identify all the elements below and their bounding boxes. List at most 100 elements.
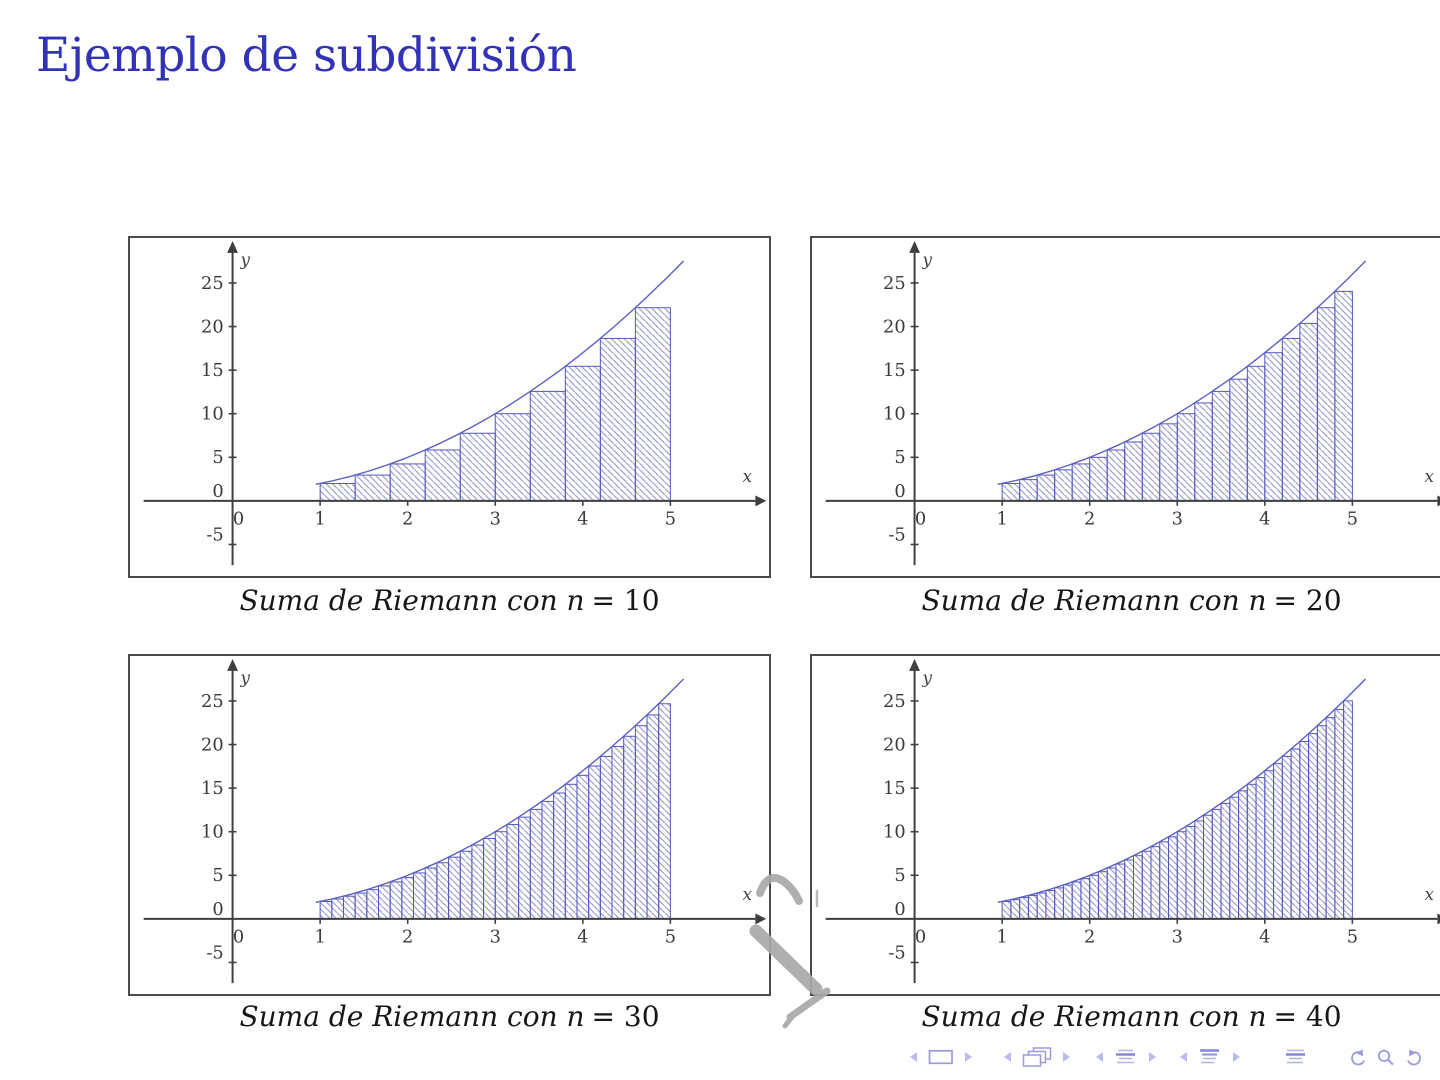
svg-text:5: 5 bbox=[894, 447, 905, 468]
svg-text:25: 25 bbox=[201, 273, 224, 294]
svg-text:10: 10 bbox=[883, 822, 906, 843]
svg-text:5: 5 bbox=[665, 927, 676, 948]
svg-text:x: x bbox=[743, 884, 753, 904]
svg-text:20: 20 bbox=[201, 734, 224, 755]
svg-text:0: 0 bbox=[212, 899, 223, 920]
svg-text:-5: -5 bbox=[206, 525, 223, 546]
svg-text:15: 15 bbox=[201, 778, 224, 799]
subsection-list-icon[interactable] bbox=[1114, 1048, 1138, 1066]
svg-text:0: 0 bbox=[212, 481, 223, 502]
svg-text:15: 15 bbox=[201, 360, 224, 381]
svg-text:3: 3 bbox=[1172, 509, 1183, 530]
caption-value: = 40 bbox=[1273, 1000, 1342, 1033]
svg-text:2: 2 bbox=[1084, 509, 1095, 530]
svg-text:1: 1 bbox=[314, 927, 325, 948]
riemann-plot-n20: -5 0 5 10 15 20 25 0 1 2 3 4 5 x y bbox=[810, 236, 1440, 578]
svg-text:20: 20 bbox=[201, 316, 224, 337]
caption-n40: Suma de Riemann con n = 40 bbox=[810, 1000, 1440, 1033]
riemann-plot-n30: -5 0 5 10 15 20 25 0 1 2 3 4 5 x y bbox=[128, 654, 771, 996]
svg-text:5: 5 bbox=[894, 865, 905, 886]
appendix-list-icon[interactable] bbox=[1284, 1048, 1308, 1066]
svg-text:25: 25 bbox=[201, 691, 224, 712]
caption-text: Suma de Riemann con n bbox=[921, 584, 1267, 617]
nav-subsection-group bbox=[1094, 1046, 1158, 1068]
svg-text:-5: -5 bbox=[888, 525, 905, 546]
riemann-chart-n40: -5 0 5 10 15 20 25 0 1 2 3 4 5 x y bbox=[825, 658, 1440, 984]
svg-text:20: 20 bbox=[883, 316, 906, 337]
svg-text:1: 1 bbox=[996, 927, 1007, 948]
caption-n10: Suma de Riemann con n = 10 bbox=[128, 584, 771, 617]
slide-next-icon[interactable] bbox=[964, 1050, 974, 1064]
history-forward-icon[interactable] bbox=[1404, 1048, 1426, 1066]
svg-text:5: 5 bbox=[212, 447, 223, 468]
svg-text:25: 25 bbox=[883, 691, 906, 712]
nav-appendix-group bbox=[1284, 1046, 1308, 1068]
svg-text:0: 0 bbox=[233, 927, 244, 948]
svg-text:x: x bbox=[1425, 884, 1435, 904]
section-prev-icon[interactable] bbox=[1178, 1050, 1188, 1064]
caption-text: Suma de Riemann con n bbox=[239, 584, 585, 617]
svg-text:-5: -5 bbox=[206, 943, 223, 964]
riemann-chart-n20: -5 0 5 10 15 20 25 0 1 2 3 4 5 x y bbox=[825, 240, 1440, 566]
nav-section-group bbox=[1178, 1046, 1242, 1068]
caption-n20: Suma de Riemann con n = 20 bbox=[810, 584, 1440, 617]
subsection-prev-icon[interactable] bbox=[1094, 1050, 1104, 1064]
nav-frame-group bbox=[1002, 1046, 1072, 1068]
slide-prev-icon[interactable] bbox=[908, 1050, 918, 1064]
history-back-icon[interactable] bbox=[1346, 1048, 1368, 1066]
riemann-plot-n40: -5 0 5 10 15 20 25 0 1 2 3 4 5 x y bbox=[810, 654, 1440, 996]
svg-text:4: 4 bbox=[1259, 927, 1270, 948]
caption-n30: Suma de Riemann con n = 30 bbox=[128, 1000, 771, 1033]
frame-next-icon[interactable] bbox=[1062, 1050, 1072, 1064]
svg-text:0: 0 bbox=[915, 509, 926, 530]
svg-text:3: 3 bbox=[490, 927, 501, 948]
svg-text:0: 0 bbox=[233, 509, 244, 530]
svg-text:x: x bbox=[743, 466, 753, 486]
svg-text:10: 10 bbox=[201, 822, 224, 843]
svg-text:1: 1 bbox=[996, 509, 1007, 530]
nav-slide-group bbox=[908, 1046, 974, 1068]
svg-text:15: 15 bbox=[883, 360, 906, 381]
svg-text:y: y bbox=[239, 668, 250, 688]
section-next-icon[interactable] bbox=[1232, 1050, 1242, 1064]
caption-text: Suma de Riemann con n bbox=[239, 1000, 585, 1033]
svg-text:5: 5 bbox=[1347, 927, 1358, 948]
nav-history-group bbox=[1346, 1046, 1426, 1068]
svg-text:25: 25 bbox=[883, 273, 906, 294]
svg-text:10: 10 bbox=[201, 404, 224, 425]
svg-text:-5: -5 bbox=[888, 943, 905, 964]
svg-text:0: 0 bbox=[915, 927, 926, 948]
svg-text:2: 2 bbox=[1084, 927, 1095, 948]
svg-text:5: 5 bbox=[1347, 509, 1358, 530]
page-title: Ejemplo de subdivisión bbox=[36, 28, 577, 83]
caption-value: = 10 bbox=[591, 584, 660, 617]
search-icon[interactable] bbox=[1376, 1048, 1396, 1066]
riemann-chart-n30: -5 0 5 10 15 20 25 0 1 2 3 4 5 x y bbox=[143, 658, 767, 984]
svg-text:2: 2 bbox=[402, 927, 413, 948]
svg-text:10: 10 bbox=[883, 404, 906, 425]
slide-icon[interactable] bbox=[928, 1049, 954, 1065]
svg-text:2: 2 bbox=[402, 509, 413, 530]
svg-text:0: 0 bbox=[894, 481, 905, 502]
caption-value: = 20 bbox=[1273, 584, 1342, 617]
svg-text:y: y bbox=[921, 250, 932, 270]
caption-value: = 30 bbox=[591, 1000, 660, 1033]
svg-text:4: 4 bbox=[577, 927, 588, 948]
subsection-next-icon[interactable] bbox=[1148, 1050, 1158, 1064]
riemann-chart-n10: -5 0 5 10 15 20 25 0 1 2 3 4 5 x y bbox=[143, 240, 767, 566]
frame-stack-icon[interactable] bbox=[1022, 1047, 1052, 1067]
svg-text:15: 15 bbox=[883, 778, 906, 799]
svg-text:1: 1 bbox=[314, 509, 325, 530]
svg-text:4: 4 bbox=[1259, 509, 1270, 530]
svg-text:5: 5 bbox=[212, 865, 223, 886]
svg-text:y: y bbox=[239, 250, 250, 270]
svg-text:3: 3 bbox=[1172, 927, 1183, 948]
svg-text:0: 0 bbox=[894, 899, 905, 920]
svg-text:20: 20 bbox=[883, 734, 906, 755]
svg-text:4: 4 bbox=[577, 509, 588, 530]
frame-prev-icon[interactable] bbox=[1002, 1050, 1012, 1064]
riemann-plot-n10: -5 0 5 10 15 20 25 0 1 2 3 4 5 x y bbox=[128, 236, 771, 578]
svg-text:x: x bbox=[1425, 466, 1435, 486]
section-list-icon[interactable] bbox=[1198, 1048, 1222, 1066]
svg-text:3: 3 bbox=[490, 509, 501, 530]
